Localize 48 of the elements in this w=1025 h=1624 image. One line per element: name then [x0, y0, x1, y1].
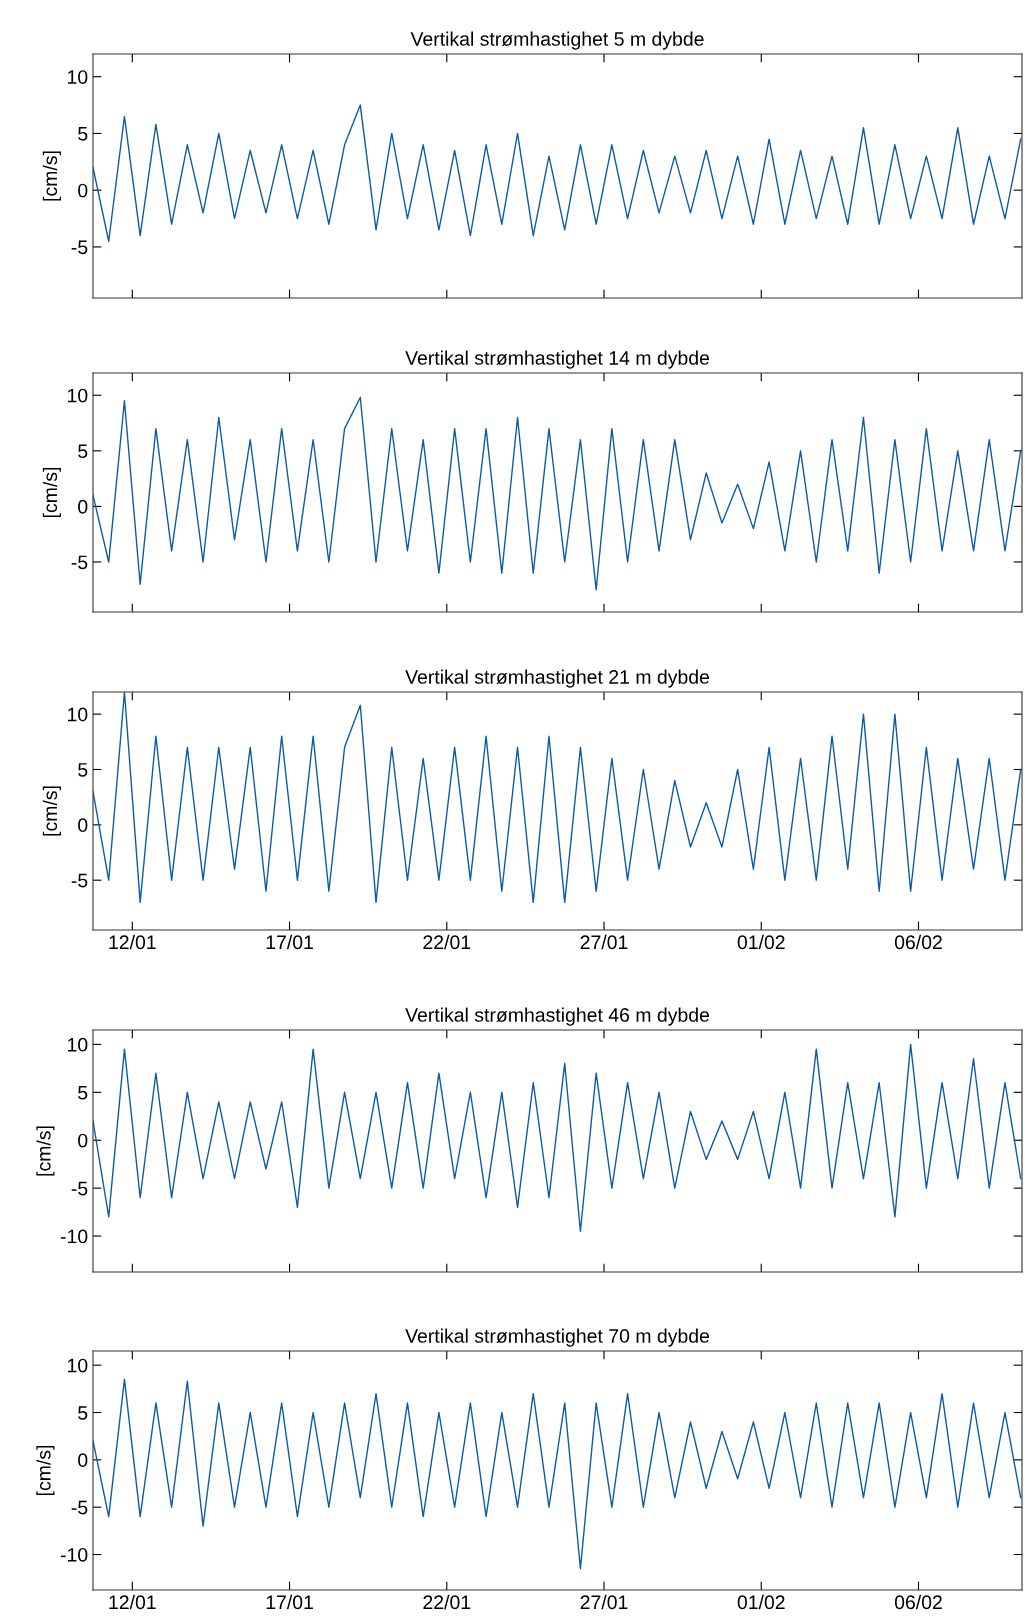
y-tick-label: 10	[68, 1358, 88, 1373]
y-tick-label: -5	[71, 873, 88, 888]
line-series	[93, 396, 1022, 591]
y-tick-label: -5	[71, 1500, 88, 1515]
y-tick-label: -5	[71, 555, 88, 570]
chart-title: Vertikal strømhastighet 70 m dybde	[405, 1328, 710, 1347]
y-tick-label: 5	[78, 444, 88, 459]
y-tick-label: 5	[78, 127, 88, 141]
y-axis-title: [cm/s]	[36, 1445, 55, 1496]
x-tick-label: 17/01	[266, 934, 313, 950]
y-tick-label: 0	[78, 818, 88, 833]
y-tick-label: 5	[78, 1085, 88, 1100]
y-tick-label: 0	[78, 1133, 88, 1148]
y-tick-label: -10	[60, 1229, 88, 1244]
line-series	[93, 104, 1022, 242]
y-axis-title: [cm/s]	[36, 1126, 55, 1176]
y-tick-label: -5	[71, 240, 88, 255]
y-tick-label: 0	[78, 1453, 88, 1468]
chart-title: Vertikal strømhastighet 14 m dybde	[405, 350, 710, 369]
x-tick-label: 22/01	[423, 1594, 471, 1610]
line-series	[93, 1378, 1022, 1570]
line-series	[93, 1043, 1022, 1232]
y-tick-label: 10	[68, 1037, 88, 1052]
y-tick-label: 10	[68, 70, 88, 84]
chart-title: Vertikal strømhastighet 21 m dybde	[405, 669, 710, 688]
x-tick-label: 01/02	[737, 934, 785, 950]
x-tick-label: 06/02	[894, 934, 942, 950]
x-tick-label: 01/02	[737, 1594, 785, 1610]
y-tick-label: 5	[78, 763, 88, 777]
y-tick-label: 0	[78, 499, 88, 514]
y-tick-label: 0	[78, 183, 88, 198]
y-axis-title: [cm/s]	[42, 151, 61, 201]
x-tick-label: 22/01	[423, 934, 471, 950]
y-axis-title: [cm/s]	[42, 786, 61, 836]
x-tick-label: 27/01	[580, 1594, 628, 1610]
x-tick-label: 17/01	[266, 1594, 313, 1610]
y-tick-label: 10	[68, 388, 88, 403]
y-tick-label: -5	[71, 1181, 88, 1196]
chart-title: Vertikal strømhastighet 46 m dybde	[405, 1007, 710, 1026]
x-tick-label: 12/01	[109, 1594, 156, 1610]
x-tick-label: 12/01	[109, 934, 156, 950]
x-tick-label: 27/01	[580, 934, 628, 950]
x-tick-label: 06/02	[894, 1594, 942, 1610]
y-tick-label: 5	[78, 1406, 88, 1420]
chart-title: Vertikal strømhastighet 5 m dybde	[410, 31, 704, 50]
y-tick-label: -10	[60, 1547, 88, 1562]
y-tick-label: 10	[68, 707, 88, 722]
y-axis-title: [cm/s]	[42, 467, 61, 518]
